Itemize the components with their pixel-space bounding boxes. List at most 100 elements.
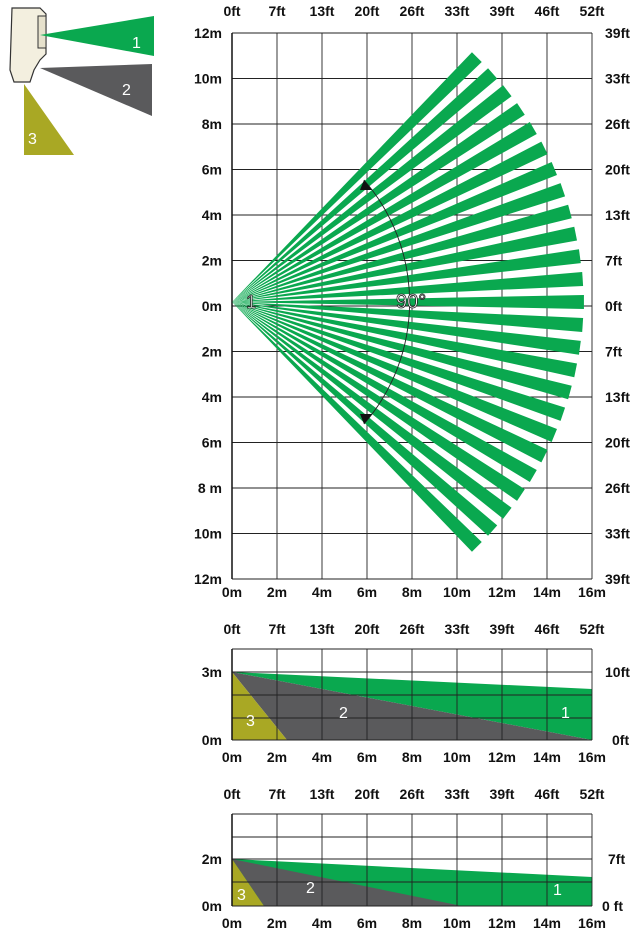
legend-zone-3-wedge bbox=[24, 84, 74, 155]
bottom-axis-tick-label: 4m bbox=[312, 749, 332, 765]
detection-beam bbox=[232, 302, 581, 355]
detection-beam bbox=[232, 302, 548, 463]
side-view-2-chart: 1 2 3 0ft 7ft 13ft 20ft 26ft 33ft 39ft 46ft 52ft… bbox=[202, 786, 626, 931]
right-axis-tick-label: 10ft bbox=[605, 664, 630, 680]
top-axis-tick-label: 0ft bbox=[223, 786, 240, 802]
top-view-beams bbox=[232, 52, 584, 552]
side-view-1-bottom-axis: 0m 2m 4m 6m 8m 10m 12m 14m 16m bbox=[222, 749, 606, 765]
right-axis-tick-label: 13ft bbox=[605, 207, 630, 223]
bottom-axis-tick-label: 10m bbox=[443, 749, 471, 765]
side-view-2-top-axis: 0ft 7ft 13ft 20ft 26ft 33ft 39ft 46ft 52ft bbox=[223, 786, 604, 802]
detection-beam bbox=[232, 302, 566, 421]
left-axis-tick-label: 4m bbox=[202, 389, 222, 405]
top-axis-tick-label: 26ft bbox=[400, 786, 425, 802]
top-axis-tick-label: 20ft bbox=[355, 786, 380, 802]
detection-beam bbox=[232, 183, 566, 302]
top-axis-tick-label: 52ft bbox=[580, 621, 605, 637]
top-axis-tick-label: 13ft bbox=[310, 621, 335, 637]
side1-zone-2-label: 2 bbox=[339, 705, 348, 722]
right-axis-tick-label: 26ft bbox=[605, 116, 630, 132]
left-axis-tick-label: 12m bbox=[194, 25, 222, 41]
right-axis-tick-label: 26ft bbox=[605, 480, 630, 496]
bottom-axis-tick-label: 6m bbox=[357, 584, 377, 600]
left-axis-tick-label: 2m bbox=[202, 253, 222, 269]
bottom-axis-tick-label: 2m bbox=[267, 584, 287, 600]
bottom-axis-tick-label: 6m bbox=[357, 915, 377, 931]
top-axis-tick-label: 26ft bbox=[400, 3, 425, 19]
bottom-axis-tick-label: 16m bbox=[578, 749, 606, 765]
top-axis-tick-label: 52ft bbox=[580, 786, 605, 802]
top-axis-tick-label: 0ft bbox=[223, 621, 240, 637]
left-axis-tick-label: 6m bbox=[202, 435, 222, 451]
top-zone-label: 1 bbox=[246, 292, 256, 312]
side1-zone-1-label: 1 bbox=[561, 705, 570, 722]
bottom-axis-tick-label: 14m bbox=[533, 915, 561, 931]
detection-beam bbox=[232, 103, 525, 302]
side-view-2-left-axis: 2m 0m bbox=[202, 851, 222, 914]
right-axis-tick-label: 0ft bbox=[612, 732, 629, 748]
bottom-axis-tick-label: 8m bbox=[402, 749, 422, 765]
top-axis-tick-label: 7ft bbox=[268, 621, 285, 637]
legend-zone-2-wedge bbox=[40, 64, 152, 116]
side-view-1-grid bbox=[231, 648, 593, 741]
left-axis-tick-label: 6m bbox=[202, 162, 222, 178]
bottom-axis-tick-label: 2m bbox=[267, 915, 287, 931]
top-view-right-axis: 39ft 33ft 26ft 20ft 13ft 7ft 0ft 7ft 13ft 20ft 26f… bbox=[605, 25, 630, 587]
detection-beam bbox=[232, 302, 482, 552]
right-axis-tick-label: 39ft bbox=[605, 25, 630, 41]
bottom-axis-tick-label: 12m bbox=[488, 584, 516, 600]
legend-zone-1-label: 1 bbox=[132, 35, 141, 52]
detection-beam bbox=[232, 204, 572, 302]
right-axis-tick-label: 0ft bbox=[605, 298, 622, 314]
top-view-left-axis: 12m 10m 8m 6m 4m 2m 0m 2m 4m 6m 8 m 10m 12m bbox=[194, 25, 222, 587]
top-axis-tick-label: 7ft bbox=[268, 786, 285, 802]
left-axis-tick-label: 12m bbox=[194, 571, 222, 587]
left-axis-tick-label: 0m bbox=[202, 898, 222, 914]
bottom-axis-tick-label: 6m bbox=[357, 749, 377, 765]
detection-beam bbox=[232, 85, 512, 303]
top-axis-tick-label: 39ft bbox=[490, 786, 515, 802]
bottom-axis-tick-label: 4m bbox=[312, 584, 332, 600]
top-axis-tick-label: 20ft bbox=[355, 3, 380, 19]
side2-zone-3-label: 3 bbox=[237, 887, 246, 904]
side-view-2-bottom-axis: 0m 2m 4m 6m 8m 10m 12m 14m 16m bbox=[222, 915, 606, 931]
side-view-1-top-axis: 0ft 7ft 13ft 20ft 26ft 33ft 39ft 46ft 52ft bbox=[223, 621, 604, 637]
sensor-lens-icon bbox=[37, 15, 47, 49]
bottom-axis-tick-label: 8m bbox=[402, 915, 422, 931]
left-axis-tick-label: 8m bbox=[202, 116, 222, 132]
side1-zone-3-area bbox=[232, 672, 287, 740]
detection-beam bbox=[232, 302, 537, 482]
left-axis-tick-label: 4m bbox=[202, 207, 222, 223]
legend-zone-3-label: 3 bbox=[28, 131, 37, 148]
top-axis-tick-label: 33ft bbox=[445, 3, 470, 19]
arc-arrowhead-top bbox=[360, 180, 372, 190]
detection-beam bbox=[232, 272, 584, 302]
bottom-axis-tick-label: 8m bbox=[402, 584, 422, 600]
top-axis-tick-label: 46ft bbox=[535, 786, 560, 802]
legend-zone-1-wedge bbox=[40, 16, 154, 56]
bottom-axis-tick-label: 10m bbox=[443, 915, 471, 931]
angle-arc bbox=[363, 179, 411, 425]
bottom-axis-tick-label: 12m bbox=[488, 915, 516, 931]
bottom-axis-tick-label: 16m bbox=[578, 584, 606, 600]
detection-beam bbox=[232, 302, 525, 501]
right-axis-tick-label: 0 ft bbox=[602, 898, 623, 914]
top-axis-tick-label: 33ft bbox=[445, 786, 470, 802]
top-axis-tick-label: 7ft bbox=[268, 3, 285, 19]
bottom-axis-tick-label: 4m bbox=[312, 915, 332, 931]
left-axis-tick-label: 2m bbox=[202, 344, 222, 360]
detection-beam bbox=[232, 302, 584, 332]
top-axis-tick-label: 39ft bbox=[490, 621, 515, 637]
detection-beam bbox=[232, 302, 557, 442]
right-axis-tick-label: 13ft bbox=[605, 389, 630, 405]
top-axis-tick-label: 0ft bbox=[223, 3, 240, 19]
side-view-1-left-axis: 3m 0m bbox=[202, 664, 222, 748]
side-view-1-right-axis: 10ft 0ft bbox=[605, 664, 630, 748]
bottom-axis-tick-label: 0m bbox=[222, 915, 242, 931]
detection-beam bbox=[232, 122, 537, 303]
side-view-2-grid bbox=[231, 813, 593, 907]
legend-zone-2-label: 2 bbox=[122, 82, 131, 99]
side1-zone-3-label: 3 bbox=[246, 713, 255, 730]
bottom-axis-tick-label: 14m bbox=[533, 749, 561, 765]
right-axis-tick-label: 39ft bbox=[605, 571, 630, 587]
